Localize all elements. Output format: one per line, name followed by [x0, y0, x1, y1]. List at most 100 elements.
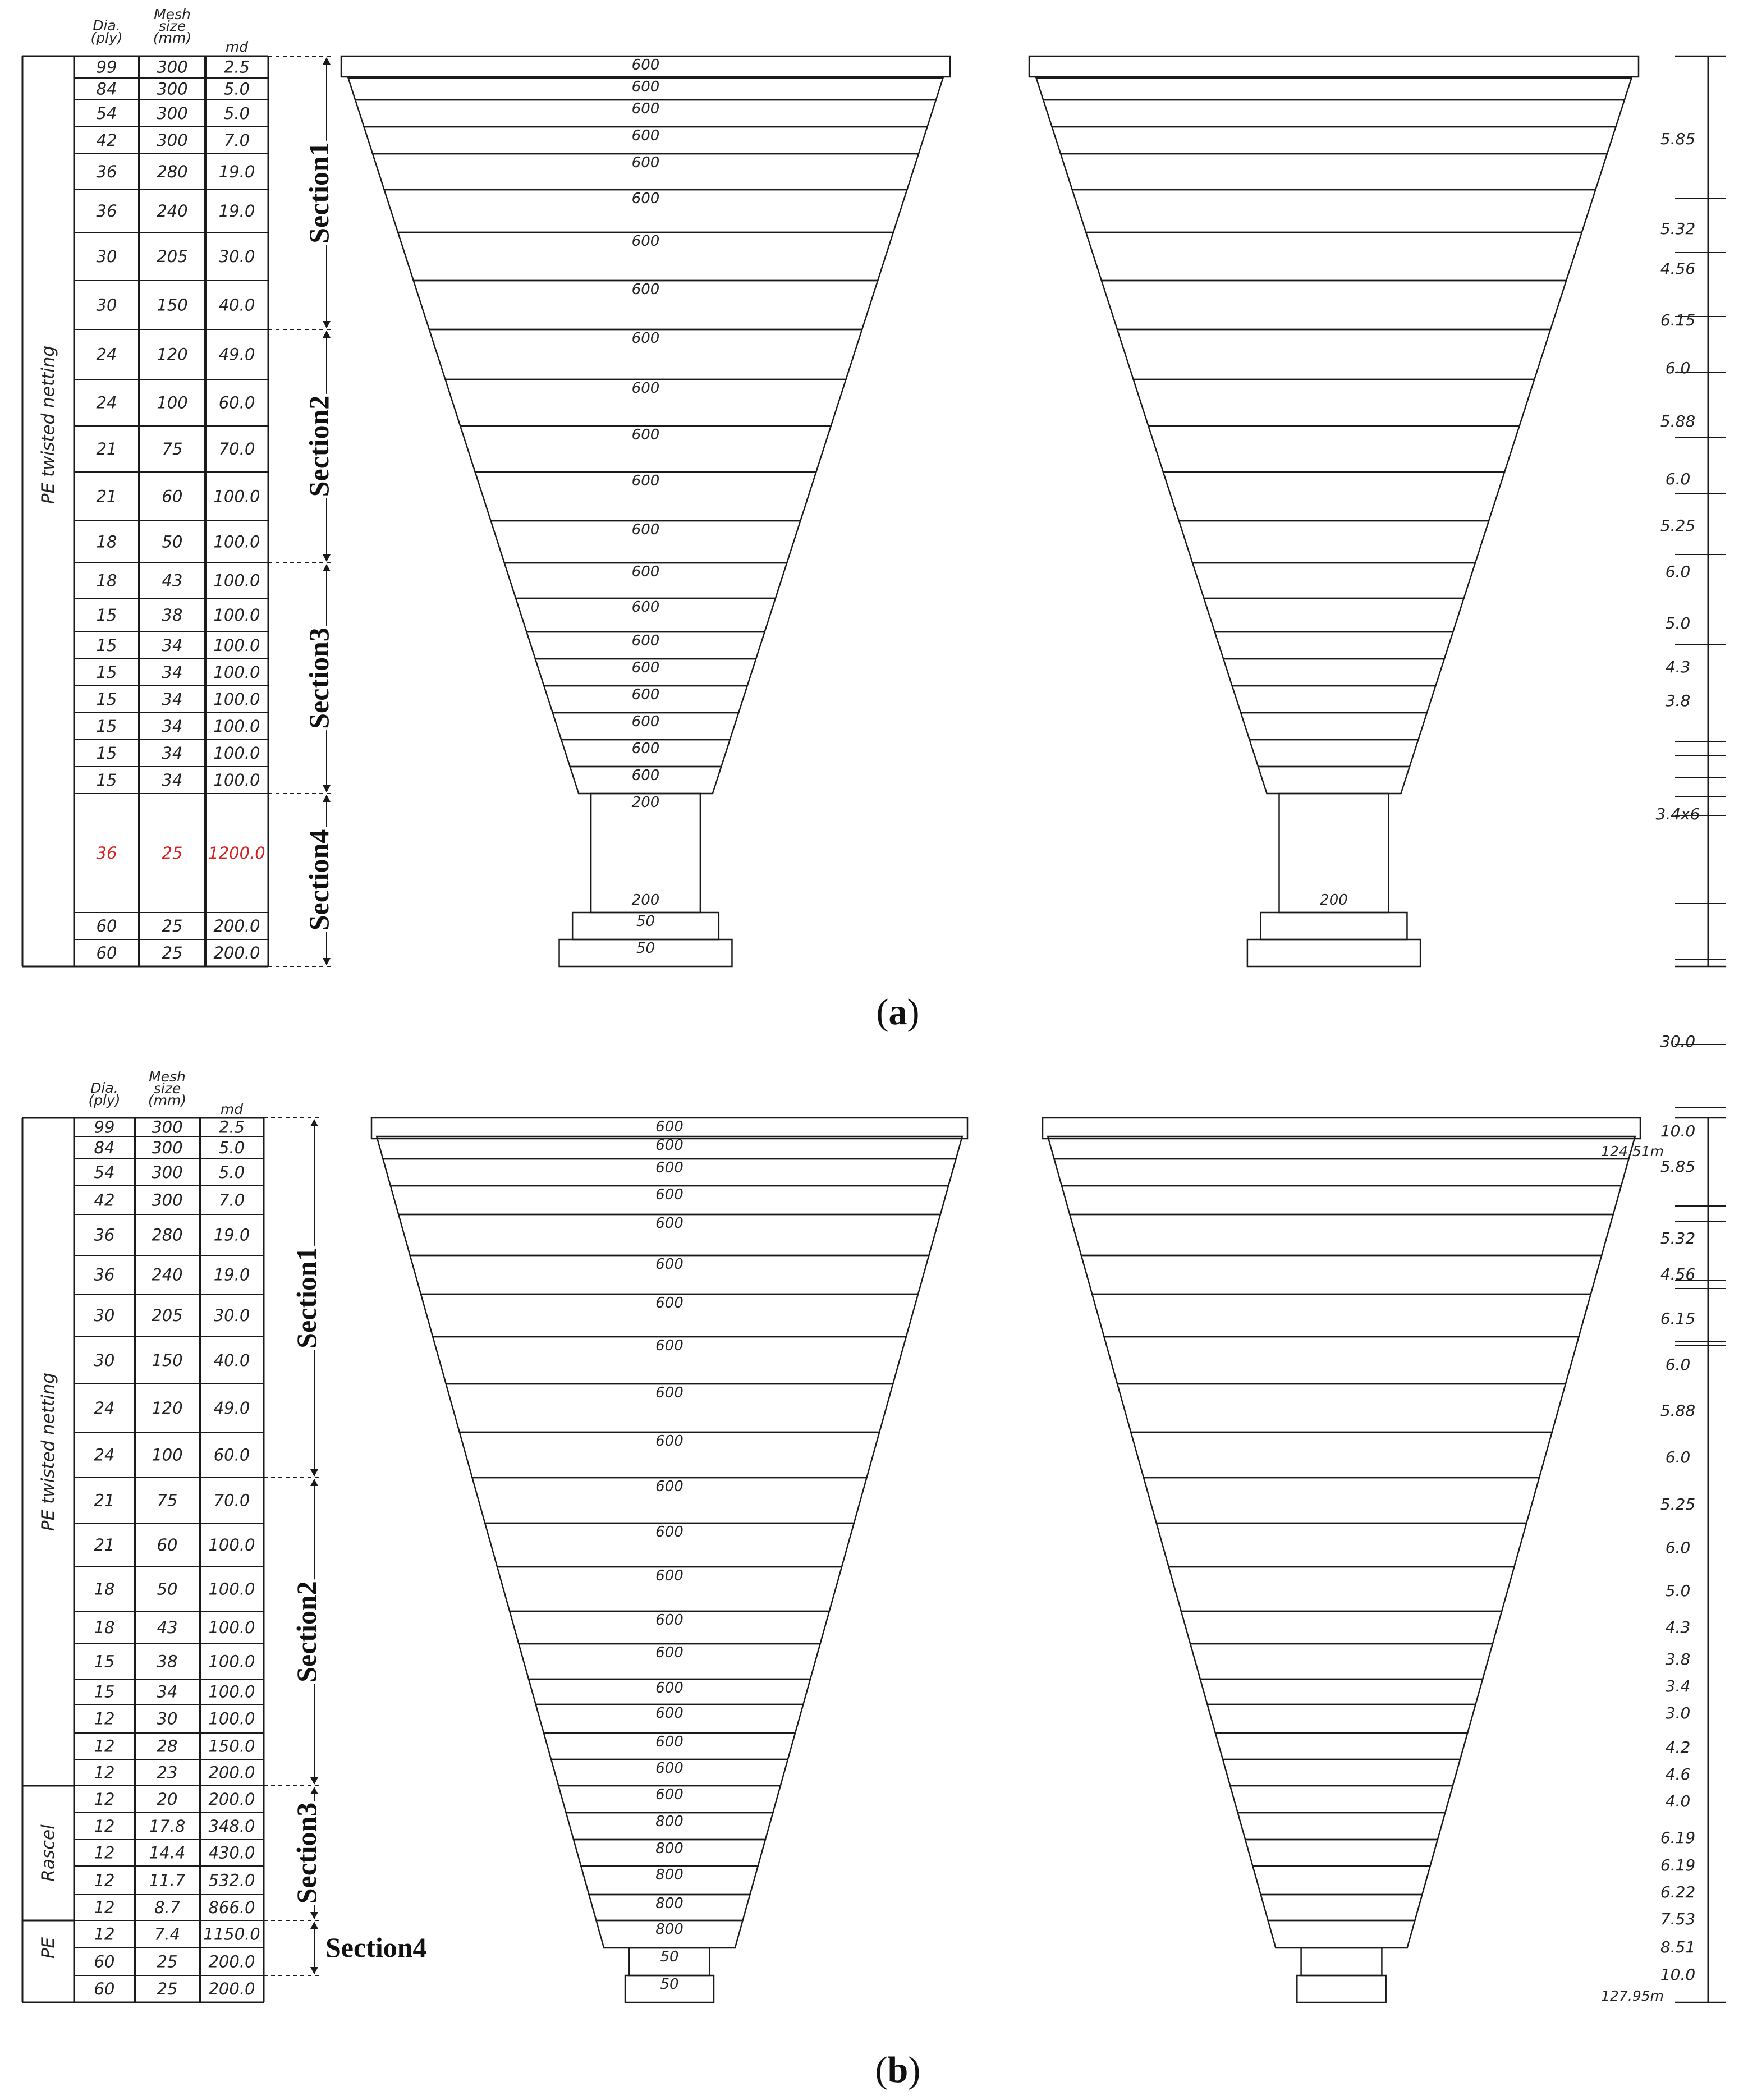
cell-md: 100.0 [213, 663, 260, 682]
table-row: 15 34 100.0 [97, 771, 260, 790]
scale-label: 4.6 [1666, 1765, 1691, 1783]
cell-md: 100.0 [208, 1535, 255, 1555]
scale-label: 30.0 [1660, 1032, 1695, 1051]
cell-mesh-size: 34 [162, 636, 183, 655]
panel-mesh-label: 800 [655, 1921, 683, 1938]
panel-mesh-label: 600 [655, 1159, 683, 1176]
cell-mesh-size: 300 [152, 1191, 182, 1210]
cell-md: 100.0 [213, 717, 260, 736]
cell-dia: 15 [97, 771, 117, 790]
panel-mesh-label: 600 [655, 1337, 683, 1354]
panel-section [1213, 631, 1455, 660]
upper-net-panel: 600 600 600 600 600 600 600 600 600 600 600 600 600 6… [340, 55, 951, 968]
scale-label: 6.0 [1666, 1355, 1691, 1374]
cell-dia: 60 [97, 916, 117, 936]
panel-section [1251, 1865, 1432, 1896]
panel-section [1059, 153, 1608, 191]
panel-mesh-label: 600 [655, 1680, 683, 1696]
section-label: Section3 [303, 627, 334, 729]
cell-dia: 24 [97, 345, 117, 364]
panel-section [1296, 1974, 1387, 2003]
cell-md: 1150.0 [203, 1925, 260, 1944]
length-scale: 5.85 5.32 4.56 6.15 6.0 5.88 6.0 5.25 6.0 5.0 4.3 3… [1601, 1117, 1726, 2004]
cell-mesh-size: 60 [157, 1535, 178, 1555]
cell-md: 100.0 [213, 771, 260, 790]
panel-section [1042, 99, 1626, 128]
cell-dia: 18 [97, 533, 117, 552]
panel-section [1178, 520, 1490, 564]
cell-dia: 18 [94, 1618, 115, 1637]
panel-section [1100, 279, 1567, 331]
cell-md: 30.0 [219, 247, 255, 266]
table-row: 84 300 5.0 [97, 80, 250, 99]
caption-letter: b [888, 2049, 909, 2090]
table-row: 24 120 49.0 [97, 345, 255, 364]
table-row: 24 100 60.0 [94, 1446, 250, 1465]
cell-md: 100.0 [213, 606, 260, 625]
table-row: 15 34 100.0 [97, 663, 260, 682]
cell-md: 100.0 [208, 1652, 255, 1671]
cell-md: 19.0 [214, 1226, 250, 1245]
arrow-head [310, 1479, 318, 1486]
table-row: 36 280 19.0 [97, 162, 255, 181]
arrow-head [310, 1967, 318, 1974]
panel-section [1162, 471, 1506, 522]
table-row: 36 280 19.0 [94, 1226, 250, 1245]
header-md: md [221, 1101, 243, 1117]
cell-dia: 12 [94, 1817, 115, 1836]
cell-mesh-size: 100 [157, 393, 187, 412]
table-row: 18 43 100.0 [94, 1618, 255, 1637]
scale-label: 5.0 [1666, 1581, 1691, 1600]
panel-caption: (a) [877, 992, 920, 1033]
section-label: Section4 [325, 1932, 427, 1963]
panel-mesh-label: 600 [632, 563, 660, 580]
scale-label: 5.0 [1666, 614, 1691, 632]
cell-md: 430.0 [208, 1844, 255, 1863]
cell-mesh-size: 300 [152, 1138, 182, 1157]
cell-md: 49.0 [214, 1399, 250, 1418]
scale-label: 3.8 [1666, 1650, 1691, 1668]
section-label: Section1 [291, 1247, 322, 1349]
cell-mesh-size: 17.8 [149, 1817, 186, 1836]
panel-mesh-label: 800 [655, 1867, 683, 1883]
scale-label: 4.3 [1666, 1618, 1691, 1636]
cell-md: 70.0 [214, 1491, 250, 1510]
table-row: 54 300 5.0 [97, 104, 250, 123]
panel-section [568, 765, 723, 795]
cell-mesh-size: 43 [162, 571, 183, 590]
panel-section [1260, 1893, 1423, 1922]
scale-label: 6.19 [1660, 1828, 1695, 1847]
table-row: 12 14.4 430.0 [94, 1844, 255, 1863]
caption-letter: a [889, 992, 907, 1033]
scale-label: 3.8 [1666, 691, 1691, 710]
cell-mesh-size: 30 [157, 1709, 178, 1728]
cell-mesh-size: 50 [157, 1580, 178, 1599]
cell-md: 19.0 [219, 201, 255, 221]
cell-mesh-size: 150 [152, 1351, 182, 1370]
cell-dia: 30 [97, 247, 117, 266]
cell-mesh-size: 205 [157, 247, 187, 266]
table-row: 99 300 2.5 [94, 1118, 245, 1137]
cell-md: 5.0 [224, 80, 250, 99]
cell-md: 7.0 [224, 131, 250, 150]
upper-net-panel: 600 600 600 600 600 600 600 600 600 600 600 600 600 6… [370, 1117, 969, 2003]
header-mm: (mm) [148, 1092, 186, 1108]
cell-mesh-size: 34 [162, 744, 183, 763]
table-row: 30 150 40.0 [94, 1351, 250, 1370]
cell-md: 70.0 [219, 439, 255, 458]
lower-net-panel [1042, 1117, 1641, 2003]
panel-section [1047, 1135, 1636, 1160]
arrow-head [323, 57, 331, 65]
cell-mesh-size: 38 [157, 1652, 178, 1671]
scale-label: 6.0 [1666, 1448, 1691, 1466]
cell-dia: 24 [94, 1446, 115, 1465]
table-row: 21 75 70.0 [94, 1491, 250, 1510]
panel-section [1248, 739, 1420, 768]
cell-mesh-size: 11.7 [149, 1871, 186, 1890]
panel-mesh-label: 600 [655, 1118, 683, 1135]
cell-dia: 84 [97, 80, 117, 99]
cell-dia: 15 [97, 744, 117, 763]
cell-md: 866.0 [208, 1898, 255, 1917]
